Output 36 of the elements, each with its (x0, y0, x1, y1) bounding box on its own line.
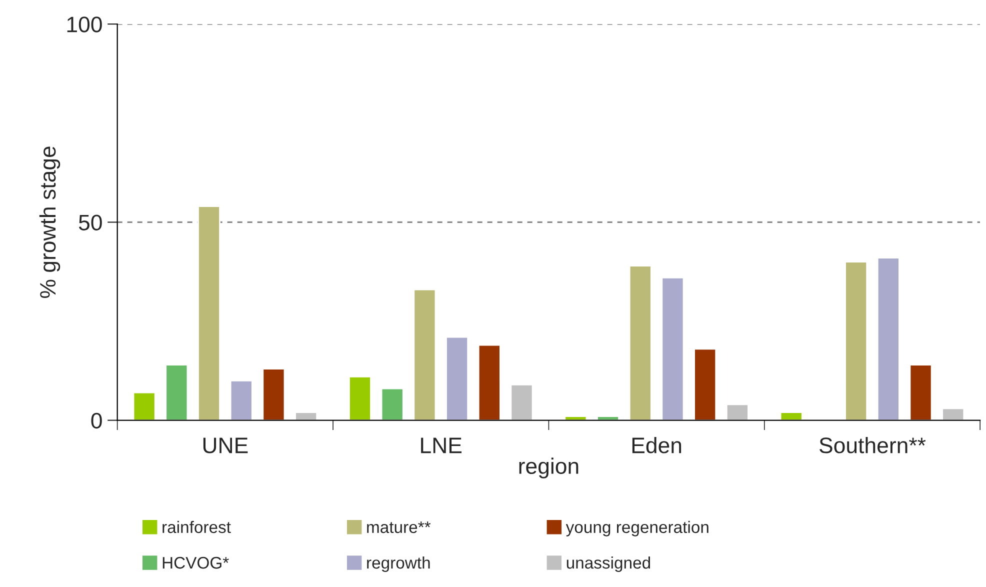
x-axis-title: region (519, 458, 578, 478)
y-tick-label: 50 (78, 214, 102, 230)
bar (132, 392, 156, 420)
bar (942, 408, 965, 420)
x-tick-label: UNE (203, 438, 248, 454)
bar (661, 276, 684, 420)
bar (694, 348, 717, 420)
legend-label: young regeneration (566, 520, 708, 536)
bar (726, 404, 749, 420)
bar (876, 257, 900, 420)
legend-label: unassigned (566, 556, 650, 572)
bar (510, 384, 534, 420)
bar (348, 376, 372, 420)
legend-label: regrowth (367, 556, 430, 572)
x-tick-label: Eden (632, 436, 682, 454)
legend-label: rainforest (162, 520, 231, 534)
x-tick-label: Southern** (820, 436, 926, 454)
y-axis-title: % growth stage (39, 146, 60, 298)
bar (380, 388, 404, 420)
bar (294, 412, 318, 420)
bar (262, 368, 286, 420)
x-tick-label: LNE (421, 438, 462, 454)
bar (478, 344, 501, 420)
bar (165, 364, 188, 420)
bar (230, 380, 253, 420)
bar (628, 265, 652, 420)
bar (413, 288, 436, 420)
bar (446, 336, 469, 420)
y-tick-label: 100 (67, 16, 102, 32)
bar (844, 261, 868, 420)
legend-label: HCVOG* (162, 556, 229, 569)
bar (198, 206, 220, 420)
bar (909, 364, 932, 420)
y-tick-label: 0 (91, 412, 102, 429)
bar (780, 412, 803, 420)
legend-label: mature** (367, 521, 431, 534)
